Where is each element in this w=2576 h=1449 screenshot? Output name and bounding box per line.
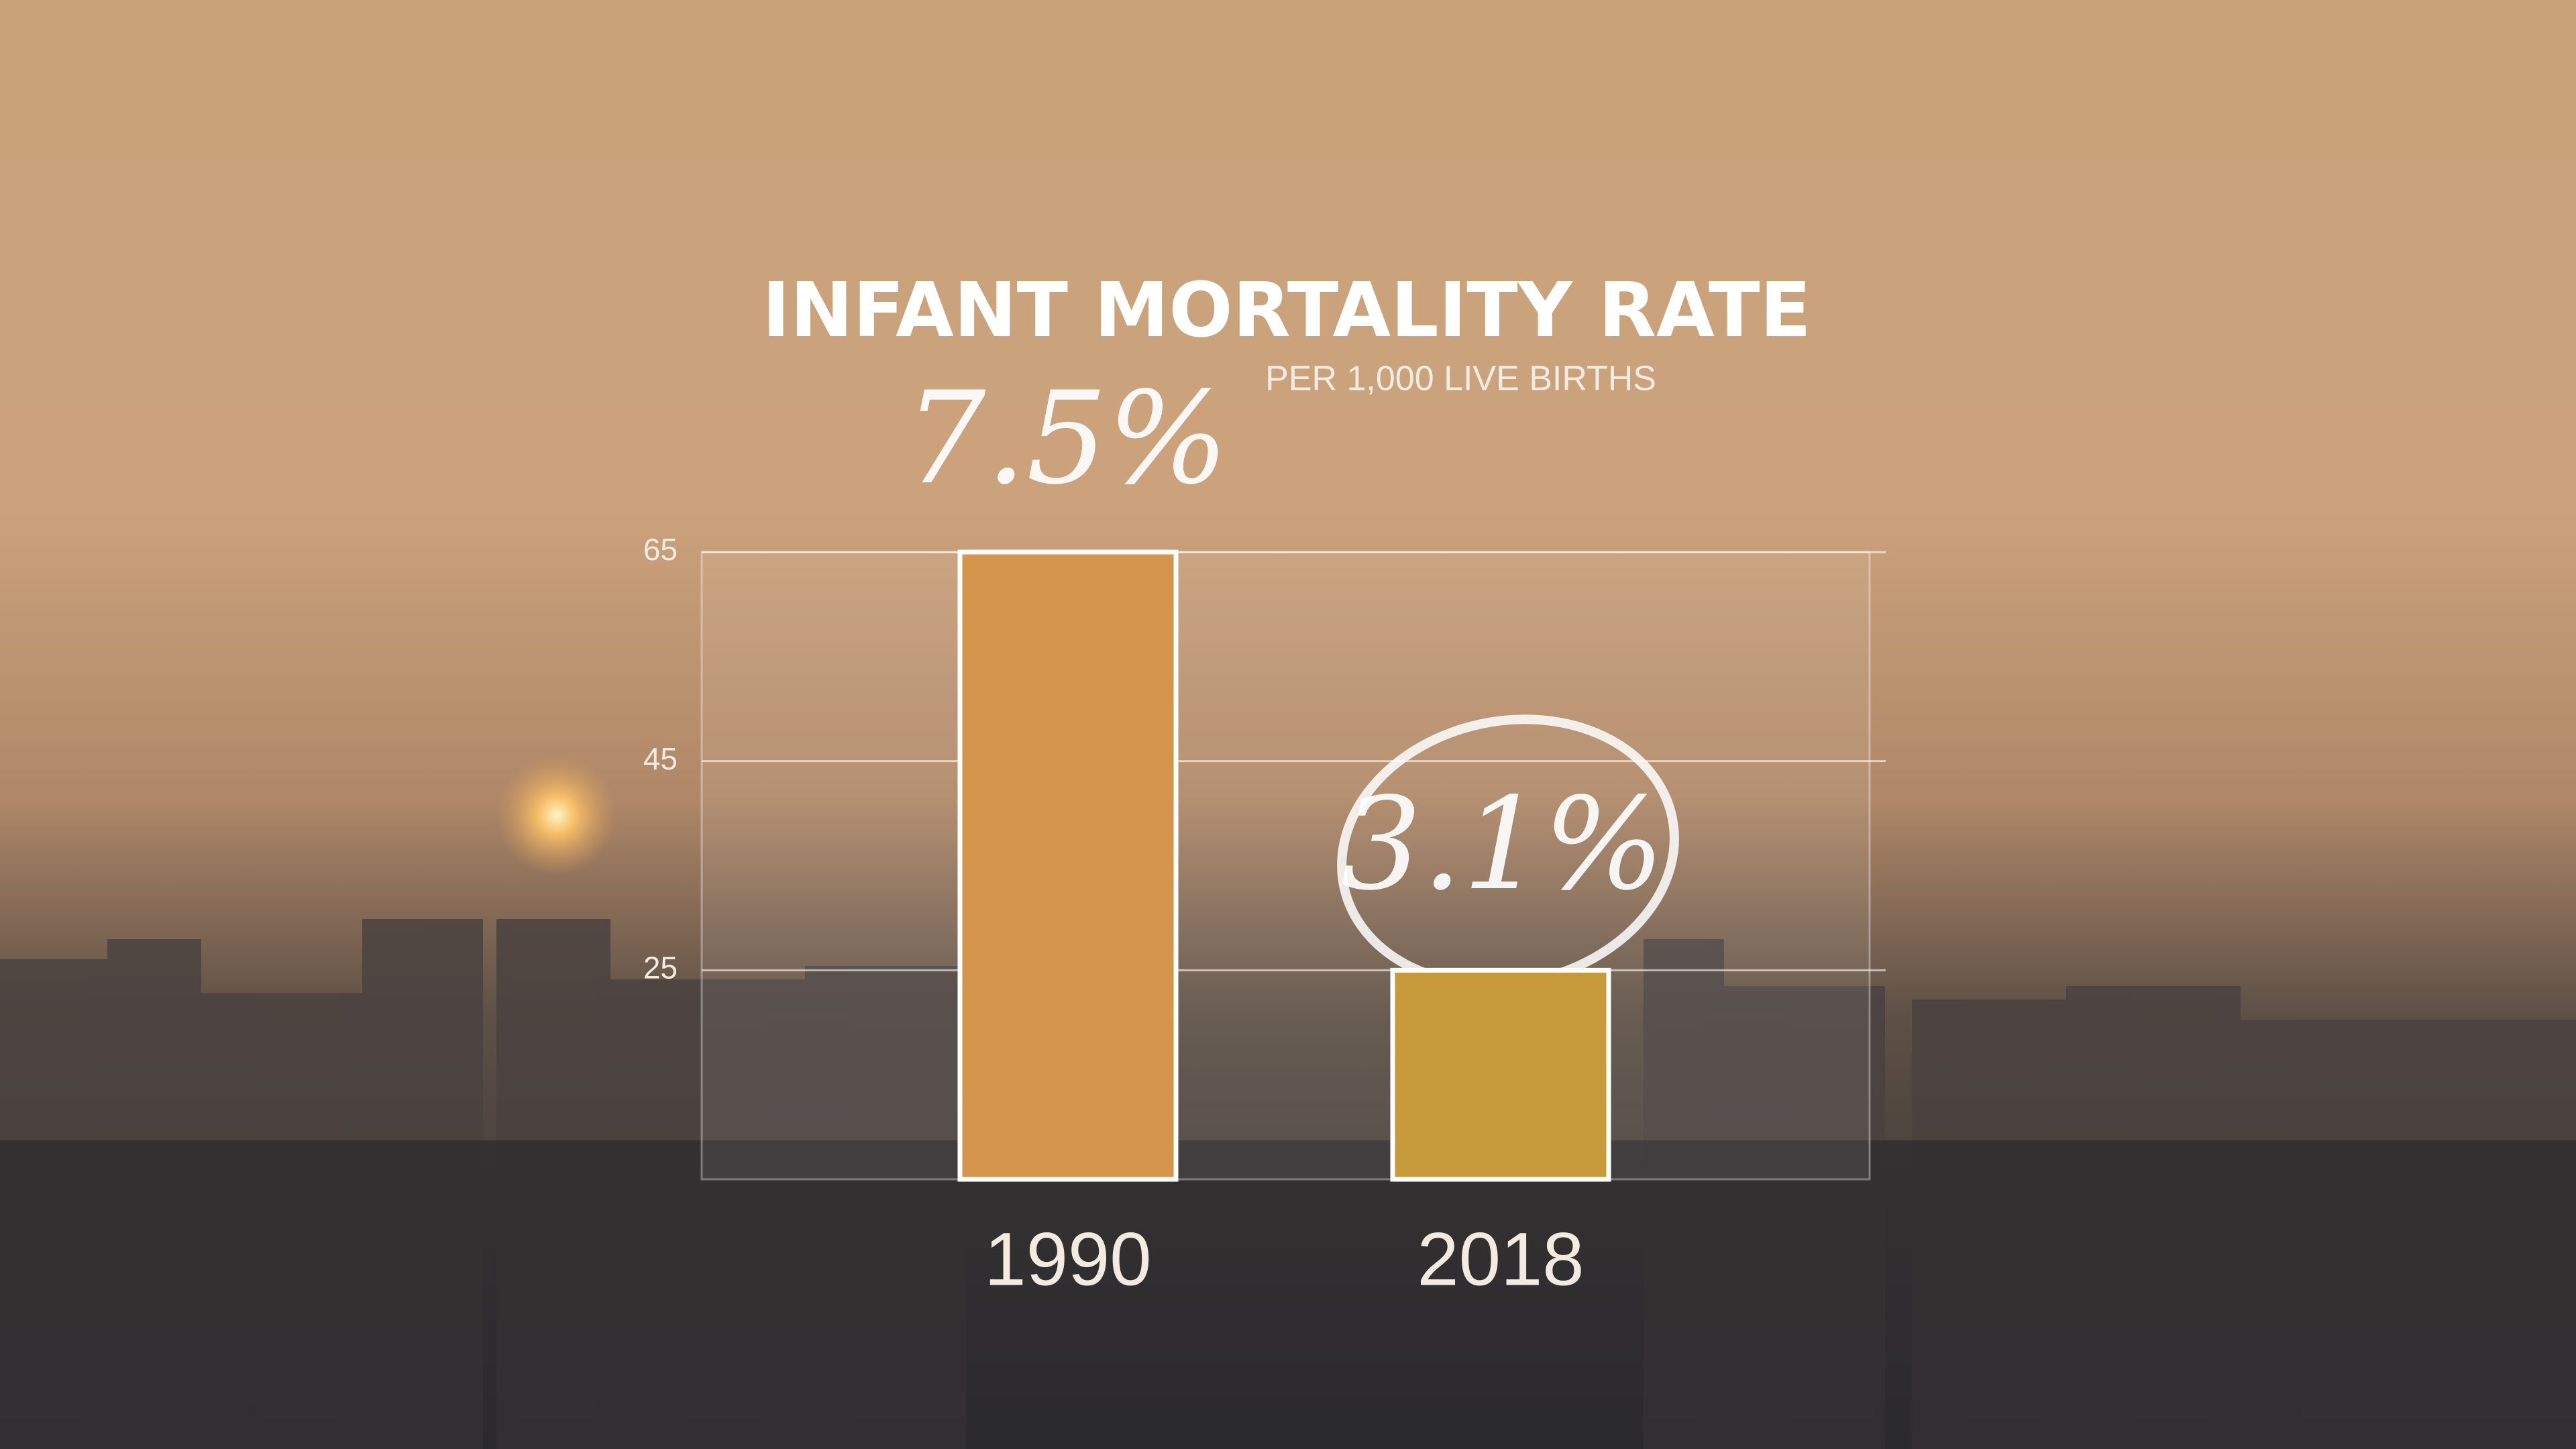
y-tick-label: 65 xyxy=(643,532,678,567)
plot-area xyxy=(700,551,1871,1181)
chart-title: INFANT MORTALITY RATE xyxy=(762,267,1811,354)
bar xyxy=(957,549,1179,1182)
sun xyxy=(496,755,617,875)
chart-subtitle: PER 1,000 LIVE BIRTHS xyxy=(1265,360,1656,398)
annotation: 7.5% xyxy=(905,364,1229,513)
y-tick-label: 25 xyxy=(643,950,678,985)
annotation: 3.1% xyxy=(1341,770,1665,918)
x-tick-label: 1990 xyxy=(984,1218,1151,1301)
x-tick-label: 2018 xyxy=(1417,1218,1584,1301)
bar xyxy=(1390,967,1611,1182)
ground xyxy=(0,1140,2576,1449)
y-tick-label: 45 xyxy=(643,741,678,776)
